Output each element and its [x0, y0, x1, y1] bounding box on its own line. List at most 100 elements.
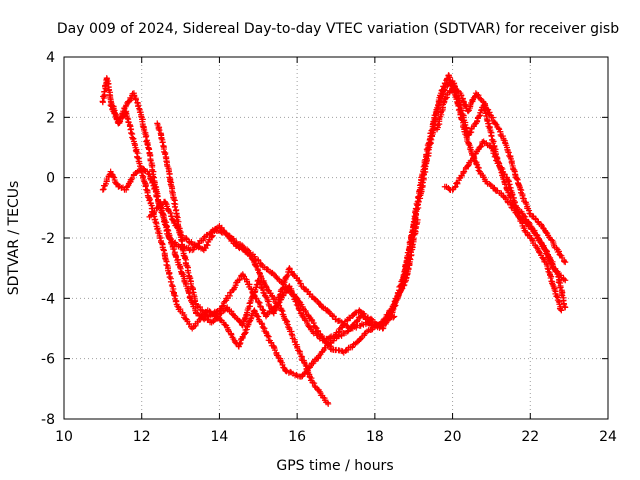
data-point [107, 102, 114, 109]
data-marker [282, 317, 289, 324]
data-marker [367, 315, 374, 322]
data-marker [237, 339, 244, 346]
data-series [99, 72, 569, 407]
y-axis-label: SDTVAR / TECUs [6, 181, 22, 296]
data-marker [487, 181, 494, 188]
data-marker [536, 249, 543, 256]
data-marker [315, 299, 322, 306]
data-marker [471, 121, 478, 128]
data-marker [511, 167, 518, 174]
data-marker [544, 265, 551, 272]
data-marker [185, 269, 192, 276]
data-marker [183, 235, 190, 242]
data-marker [259, 306, 266, 313]
data-marker [462, 102, 469, 109]
data-marker [542, 229, 549, 236]
data-marker [550, 239, 557, 246]
data-marker [476, 113, 483, 120]
y-tick-label: 0 [46, 171, 55, 187]
data-marker [400, 274, 407, 281]
data-marker [167, 278, 174, 285]
data-marker [269, 269, 276, 276]
data-marker [454, 87, 461, 94]
data-marker [451, 184, 458, 191]
data-marker [218, 317, 225, 324]
data-marker [132, 96, 139, 103]
data-marker [438, 87, 445, 94]
data-marker [470, 154, 477, 161]
data-marker [295, 277, 302, 284]
data-marker [293, 294, 300, 301]
data-marker [518, 189, 525, 196]
data-marker [207, 319, 214, 326]
data-marker [156, 127, 163, 134]
data-marker [244, 246, 251, 253]
data-marker [468, 148, 475, 155]
data-marker [288, 331, 295, 338]
data-marker [471, 154, 478, 161]
data-marker [466, 146, 473, 153]
data-marker [124, 114, 131, 121]
data-marker [326, 334, 333, 341]
data-marker [110, 173, 117, 180]
data-marker [134, 154, 141, 161]
data-marker [255, 313, 262, 320]
data-marker [186, 290, 193, 297]
data-marker [293, 371, 300, 378]
data-marker [549, 260, 556, 267]
data-point [465, 108, 472, 115]
data-marker [335, 329, 342, 336]
series-sat-e [146, 198, 394, 356]
data-marker [219, 303, 226, 310]
data-marker [350, 341, 357, 348]
data-marker [340, 322, 347, 329]
data-marker [200, 237, 207, 244]
y-tick-label: -2 [41, 231, 55, 247]
data-point [387, 313, 394, 320]
data-marker [549, 281, 556, 288]
data-marker [519, 220, 526, 227]
data-marker [547, 275, 554, 282]
x-axis-label: GPS time / hours [276, 458, 393, 474]
series-sat-g [387, 72, 569, 320]
data-marker [514, 175, 521, 182]
data-marker [495, 125, 502, 132]
data-marker [129, 136, 136, 143]
data-marker [249, 290, 256, 297]
x-tick-label: 14 [211, 429, 229, 445]
data-marker [171, 292, 178, 299]
data-marker [167, 209, 174, 216]
data-marker [179, 246, 186, 253]
data-marker [408, 232, 415, 239]
data-marker [330, 313, 337, 320]
data-marker [391, 303, 398, 310]
data-marker [529, 236, 536, 243]
data-marker [549, 280, 556, 287]
data-marker [188, 239, 195, 246]
x-tick-label: 20 [444, 429, 462, 445]
data-marker [165, 167, 172, 174]
y-tick-label: -4 [41, 291, 55, 307]
data-marker [239, 242, 245, 249]
data-marker [491, 184, 498, 191]
chart-title: Day 009 of 2024, Sidereal Day-to-day VTE… [57, 21, 619, 37]
data-marker [441, 80, 448, 87]
data-marker [270, 307, 277, 314]
data-marker [462, 131, 469, 138]
data-marker [172, 207, 179, 214]
data-marker [284, 272, 291, 279]
data-marker [128, 176, 135, 183]
data-marker [232, 339, 239, 346]
data-marker [296, 307, 303, 314]
data-marker [279, 361, 286, 368]
data-marker [477, 143, 484, 150]
x-tick-label: 22 [521, 429, 539, 445]
data-marker [498, 190, 505, 197]
data-marker [139, 172, 146, 179]
y-tick-label: 2 [46, 110, 55, 126]
data-marker [398, 285, 405, 292]
data-marker [482, 102, 489, 109]
grid [64, 57, 608, 419]
data-marker [186, 294, 193, 301]
data-marker [155, 125, 162, 132]
